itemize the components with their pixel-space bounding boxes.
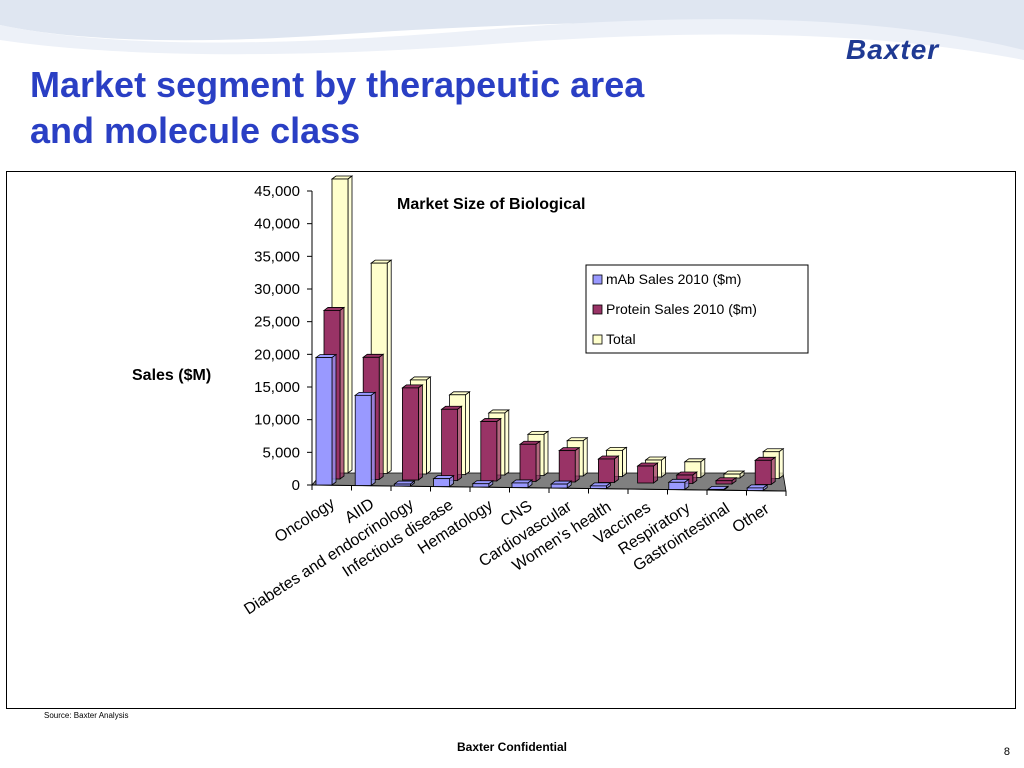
total-bar-side	[347, 175, 353, 474]
source-note: Source: Baxter Analysis	[44, 711, 129, 720]
y-tick-label: 5,000	[262, 444, 300, 461]
protein-bar-side	[457, 405, 463, 482]
mab-bar-front	[433, 478, 451, 487]
total-bar-side	[504, 409, 510, 476]
protein-bar-front	[480, 421, 498, 482]
legend-box	[585, 264, 809, 354]
protein-bar-side	[417, 384, 423, 481]
mab-bar-front	[707, 488, 725, 491]
protein-bar-side	[496, 417, 502, 482]
mab-bar	[746, 484, 769, 492]
protein-bar-side	[574, 446, 580, 483]
mab-bar	[314, 353, 338, 486]
legend-label: Total	[606, 331, 636, 347]
mab-bar-front	[550, 483, 568, 489]
mab-bar-front	[472, 483, 490, 488]
footer-confidential: Baxter Confidential	[456, 740, 567, 754]
mab-bar-front	[315, 357, 333, 486]
x-tick-label: Oncology	[272, 495, 338, 546]
mab-bar	[471, 479, 494, 488]
legend-swatch	[592, 304, 603, 315]
legend-swatch	[592, 274, 603, 285]
mab-bar-side	[331, 353, 337, 486]
protein-bar	[714, 476, 738, 485]
mab-bar	[706, 485, 730, 491]
mab-bar	[589, 482, 612, 490]
mab-bar-front	[668, 481, 686, 490]
y-tick-label: 10,000	[254, 412, 300, 429]
y-tick-label: 45,000	[254, 183, 300, 200]
y-tick-label: 40,000	[254, 216, 300, 233]
total-bar-side	[778, 447, 784, 480]
legend-label: mAb Sales 2010 ($m)	[606, 271, 741, 287]
protein-bar-front	[441, 408, 459, 481]
mab-bar-front	[746, 487, 764, 491]
protein-bar	[597, 455, 620, 484]
mab-bar-front	[354, 394, 372, 486]
protein-bar	[558, 446, 581, 483]
total-bar-side	[661, 456, 666, 478]
protein-bar-front	[558, 450, 576, 483]
protein-bar-front	[754, 459, 772, 485]
bar-chart: 0 5,000 10,000 15,000 20,000 25,000 30,000 35,0…	[132, 175, 809, 618]
protein-bar-front	[519, 443, 537, 482]
protein-bar	[440, 405, 463, 482]
protein-bar-side	[614, 455, 619, 484]
protein-bar-side	[339, 306, 345, 480]
slide-title-line-2: and molecule class	[30, 110, 361, 151]
protein-bar-front	[598, 458, 615, 483]
protein-bar-side	[653, 462, 658, 484]
total-bar-side	[582, 436, 588, 477]
slide-title: Market segment by therapeutic area and m…	[30, 62, 790, 154]
protein-bar	[636, 462, 659, 484]
protein-bar-side	[378, 353, 384, 481]
mab-bar-front	[511, 482, 529, 488]
total-bar-side	[700, 458, 706, 479]
y-axis-label: Sales ($M)	[132, 367, 211, 384]
protein-bar-front	[637, 465, 654, 484]
total-bar-side	[386, 259, 392, 475]
mab-bar	[432, 474, 455, 488]
y-tick-label: 25,000	[254, 314, 300, 331]
y-tick-label: 20,000	[254, 346, 300, 363]
y-tick-label: 0	[292, 477, 300, 494]
protein-bar-front	[715, 480, 733, 485]
background-swoosh	[0, 0, 1024, 60]
protein-bar	[518, 440, 542, 483]
x-tick-label: Other	[730, 500, 773, 536]
mab-bar	[393, 480, 416, 487]
mab-bar-front	[393, 483, 411, 487]
protein-bar	[479, 417, 502, 482]
y-tick-label: 15,000	[254, 379, 300, 396]
protein-bar-front	[401, 387, 419, 481]
slide-title-line-1: Market segment by therapeutic area	[30, 64, 645, 105]
protein-bar-side	[535, 440, 541, 483]
mab-bar-side	[370, 391, 376, 487]
total-bar-side	[425, 376, 431, 475]
total-bar	[722, 470, 746, 479]
mab-bar-front	[590, 485, 607, 489]
protein-bar	[401, 384, 424, 481]
total-bar-side	[622, 446, 627, 478]
legend-label: Protein Sales 2010 ($m)	[606, 301, 757, 317]
mab-bar	[550, 480, 573, 489]
mab-bar	[354, 391, 377, 487]
total-bar-side	[543, 430, 549, 477]
y-tick-label: 30,000	[254, 281, 300, 298]
chart-frame	[6, 171, 1016, 709]
page-number: 8	[1003, 746, 1010, 758]
y-tick-label: 35,000	[254, 248, 300, 265]
chart-title: Market Size of Biological	[397, 196, 585, 213]
mab-bar	[510, 479, 534, 489]
baxter-logo: Baxter	[846, 34, 940, 65]
total-bar-side	[465, 390, 471, 476]
protein-bar	[754, 456, 777, 486]
legend-swatch	[592, 334, 603, 345]
mab-bar	[667, 478, 690, 491]
protein-bar-side	[770, 456, 776, 486]
